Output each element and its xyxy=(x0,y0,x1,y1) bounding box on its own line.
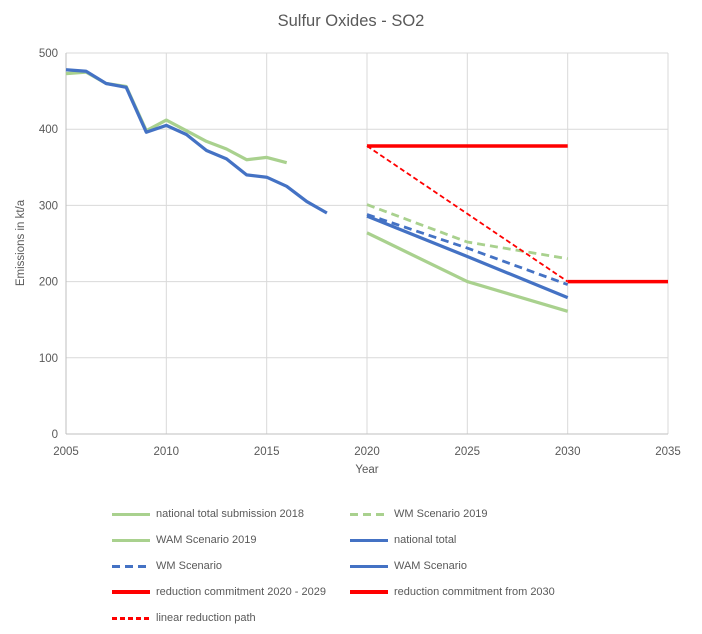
legend-item-wam-scenario: WAM Scenario xyxy=(350,559,612,572)
legend-label: WM Scenario 2019 xyxy=(394,507,488,520)
series-national-total xyxy=(65,68,328,215)
series-national-total-submission-2018 xyxy=(65,70,288,165)
legend-label: reduction commitment 2020 - 2029 xyxy=(156,585,326,598)
y-tick-label: 300 xyxy=(39,200,58,212)
y-tick-label: 500 xyxy=(39,48,58,60)
legend-item-reduction-commitment-2020-2029: reduction commitment 2020 - 2029 xyxy=(112,585,350,598)
series-wm-scenario-2019 xyxy=(366,203,568,261)
legend-marker-solid-line xyxy=(112,538,150,542)
legend-label: national total submission 2018 xyxy=(156,507,304,520)
y-axis-title: Emissions in kt/a xyxy=(15,199,27,287)
x-tick-label: 2005 xyxy=(53,446,79,458)
legend-item-wam-scenario-2019: WAM Scenario 2019 xyxy=(112,533,350,546)
legend-marker-solid-line xyxy=(350,564,388,568)
legend-marker-solid-line xyxy=(112,512,150,516)
legend-label: WM Scenario xyxy=(156,559,223,572)
legend-marker-dashed-line xyxy=(112,564,150,568)
x-tick-label: 2020 xyxy=(354,446,380,458)
legend: national total submission 2018 WM Scenari… xyxy=(112,501,612,631)
chart-title: Sulfur Oxides - SO2 xyxy=(277,12,425,30)
legend-marker-solid-line xyxy=(112,590,150,594)
series-wam-scenario-2019 xyxy=(366,231,569,313)
legend-item-wm-scenario: WM Scenario xyxy=(112,559,350,572)
x-tick-label: 2015 xyxy=(254,446,280,458)
legend-label: WAM Scenario 2019 xyxy=(156,533,257,546)
legend-label: reduction commitment from 2030 xyxy=(394,585,555,598)
legend-label: linear reduction path xyxy=(156,611,256,624)
plot-area: 0 100 200 300 400 500 2005 2010 2015 2020 2025 2030… xyxy=(39,48,681,458)
x-tick-label: 2025 xyxy=(455,446,481,458)
series-wam-scenario xyxy=(366,214,569,300)
y-tick-label: 400 xyxy=(39,124,58,136)
legend-label: WAM Scenario xyxy=(394,559,467,572)
legend-marker-solid-line xyxy=(350,538,388,542)
legend-marker-dashed-line xyxy=(112,616,150,620)
x-tick-label: 2035 xyxy=(655,446,681,458)
x-tick-label: 2010 xyxy=(154,446,180,458)
series-wm-scenario xyxy=(366,213,569,286)
series-linear-reduction-path xyxy=(366,145,569,283)
x-axis-title: Year xyxy=(355,464,379,476)
legend-label: national total xyxy=(394,533,457,546)
legend-item-linear-reduction-path: linear reduction path xyxy=(112,611,350,624)
y-tick-label: 100 xyxy=(39,353,58,365)
legend-item-wm-scenario-2019: WM Scenario 2019 xyxy=(350,507,612,520)
legend-item-reduction-commitment-from-2030: reduction commitment from 2030 xyxy=(350,585,612,598)
legend-marker-solid-line xyxy=(350,590,388,594)
legend-item-national-total-submission-2018: national total submission 2018 xyxy=(112,507,350,520)
x-tick-label: 2030 xyxy=(555,446,581,458)
legend-marker-dashed-line xyxy=(350,512,388,516)
legend-item-national-total: national total xyxy=(350,533,612,546)
y-tick-label: 200 xyxy=(39,277,58,289)
y-tick-label: 0 xyxy=(52,429,58,441)
